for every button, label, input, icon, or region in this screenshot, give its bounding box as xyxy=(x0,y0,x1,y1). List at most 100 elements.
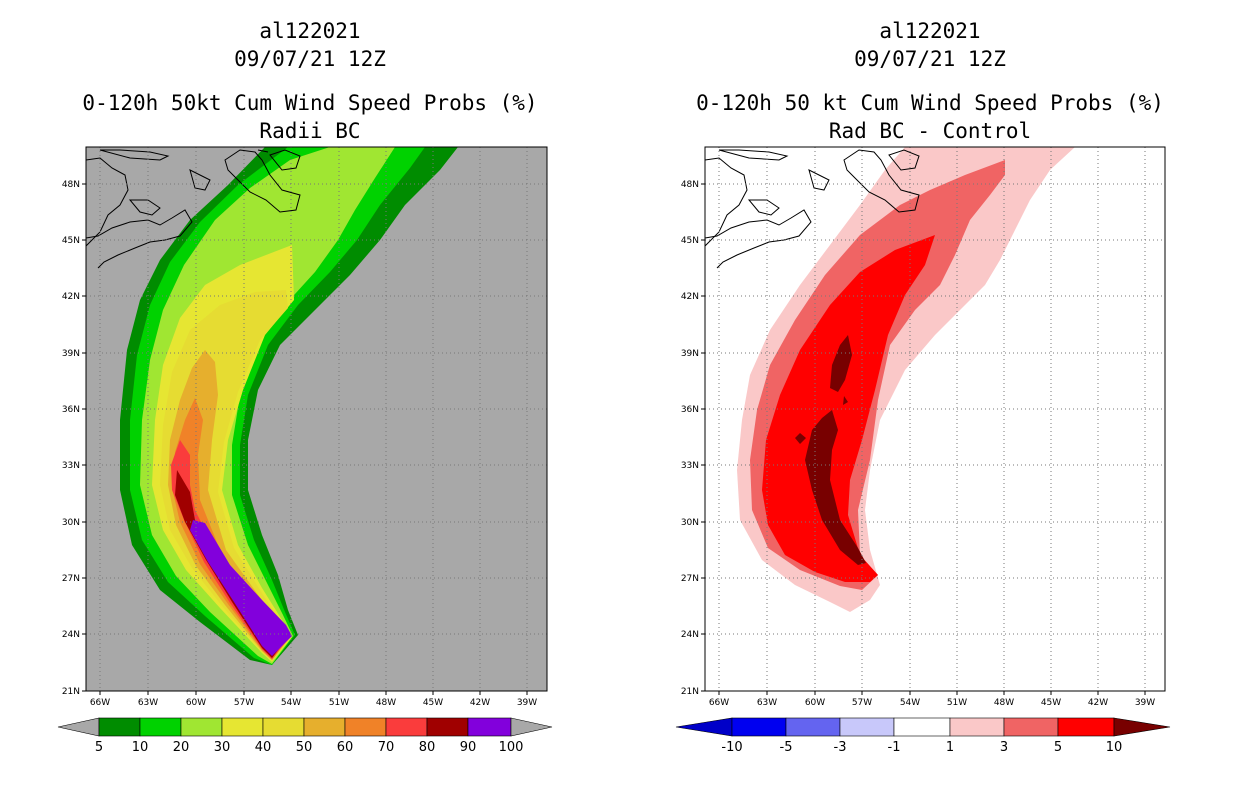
left-colorbar-label: 10 xyxy=(132,740,149,755)
left-colorbar-swatch xyxy=(344,717,387,737)
right-lon-label: 57W xyxy=(852,698,872,708)
right-lon-label: 51W xyxy=(947,698,967,708)
right-lon-label: 54W xyxy=(900,698,920,708)
right-lat-label: 33N xyxy=(681,461,699,471)
right-lon-label: 63W xyxy=(757,698,777,708)
left-colorbar-high-arrow xyxy=(510,717,553,737)
left-colorbar-label: 5 xyxy=(95,740,103,755)
left-colorbar-swatch xyxy=(139,717,182,737)
right-colorbar-label: -10 xyxy=(721,740,742,755)
left-colorbar-swatch xyxy=(303,717,346,737)
left-lat-label: 42N xyxy=(62,292,80,302)
right-lon-label: 48W xyxy=(994,698,1014,708)
right-colorbar-swatch xyxy=(839,717,895,737)
right-lat-label: 48N xyxy=(681,180,699,190)
left-map: 66W 63W 60W 57W 54W 51W 48W 45W 42W 39W … xyxy=(57,146,553,755)
left-colorbar-label: 100 xyxy=(499,740,524,755)
right-colorbar-label: 10 xyxy=(1106,740,1123,755)
right-colorbar-low-arrow xyxy=(675,717,733,737)
left-colorbar-swatch xyxy=(467,717,512,737)
right-colorbar-label: 1 xyxy=(946,740,954,755)
left-colorbar-label: 60 xyxy=(337,740,354,755)
left-colorbar-label: 20 xyxy=(173,740,190,755)
right-lon-label: 45W xyxy=(1041,698,1061,708)
left-colorbar-swatch xyxy=(262,717,305,737)
left-lon-labels: 66W 63W 60W 57W 54W 51W 48W 45W 42W 39W xyxy=(90,698,537,708)
right-lat-label: 36N xyxy=(681,405,699,415)
right-colorbar-swatch xyxy=(949,717,1005,737)
right-difference-swath xyxy=(737,147,1075,612)
right-colorbar-swatch xyxy=(1003,717,1059,737)
left-title-line1: al122021 xyxy=(259,19,361,43)
left-lat-label: 48N xyxy=(62,180,80,190)
right-lat-label: 42N xyxy=(681,292,699,302)
left-lon-label: 54W xyxy=(281,698,301,708)
right-lat-label: 24N xyxy=(681,630,699,640)
left-coastline xyxy=(86,149,301,269)
left-colorbar-label: 80 xyxy=(419,740,436,755)
left-lon-label: 39W xyxy=(517,698,537,708)
left-colorbar-label: 40 xyxy=(255,740,272,755)
right-colorbar-label: -3 xyxy=(834,740,847,755)
left-lat-label: 27N xyxy=(62,574,80,584)
left-lat-label: 24N xyxy=(62,630,80,640)
right-lat-labels: 21N 24N 27N 30N 33N 36N 39N 42N 45N 48N xyxy=(681,180,699,697)
right-colorbar-labels: -10 -5 -3 -1 1 3 5 10 xyxy=(721,740,1122,755)
right-lon-label: 42W xyxy=(1088,698,1108,708)
left-lon-label: 63W xyxy=(138,698,158,708)
left-colorbar-label: 30 xyxy=(214,740,231,755)
left-lat-labels: 21N 24N 27N 30N 33N 36N 39N 42N 45N 48N xyxy=(62,180,80,697)
left-contour-90 xyxy=(190,520,292,656)
right-lon-label: 60W xyxy=(805,698,825,708)
left-colorbar-swatch xyxy=(180,717,223,737)
right-colorbar-swatch xyxy=(1057,717,1115,737)
left-lon-label: 57W xyxy=(234,698,254,708)
left-lon-label: 48W xyxy=(376,698,396,708)
right-lat-label: 39N xyxy=(681,349,699,359)
right-lat-label: 30N xyxy=(681,518,699,528)
right-title-line3: 0-120h 50 kt Cum Wind Speed Probs (%) xyxy=(696,91,1164,115)
right-map-frame xyxy=(704,146,1166,692)
right-colorbar-label: 5 xyxy=(1054,740,1062,755)
right-colorbar-swatch xyxy=(731,717,787,737)
right-lon-labels: 66W 63W 60W 57W 54W 51W 48W 45W 42W 39W xyxy=(709,698,1155,708)
right-title-line2: 09/07/21 12Z xyxy=(854,47,1006,71)
right-title-line1: al122021 xyxy=(879,19,981,43)
right-colorbar-swatch xyxy=(785,717,841,737)
right-coastline xyxy=(705,149,920,269)
right-tick-marks xyxy=(701,183,1146,695)
right-contour-10 xyxy=(795,335,866,565)
left-lat-label: 21N xyxy=(62,687,80,697)
left-probability-swath xyxy=(120,147,458,665)
right-colorbar-label: -5 xyxy=(780,740,793,755)
left-colorbar-swatch xyxy=(221,717,264,737)
right-colorbar xyxy=(675,717,1171,737)
left-lon-label: 45W xyxy=(423,698,443,708)
right-colorbar-high-arrow xyxy=(1113,717,1171,737)
right-lat-label: 45N xyxy=(681,236,699,246)
left-grid xyxy=(86,147,547,691)
left-colorbar-label: 90 xyxy=(460,740,477,755)
left-lat-label: 33N xyxy=(62,461,80,471)
right-grid xyxy=(705,147,1165,691)
right-contour-5 xyxy=(762,235,935,582)
right-colorbar-swatch xyxy=(893,717,951,737)
right-lon-label: 39W xyxy=(1135,698,1155,708)
left-lat-label: 30N xyxy=(62,518,80,528)
left-colorbar-low-arrow xyxy=(57,717,100,737)
left-colorbar-swatch xyxy=(385,717,428,737)
left-lon-label: 66W xyxy=(90,698,110,708)
left-title-line4: Radii BC xyxy=(259,119,361,143)
right-colorbar-label: 3 xyxy=(1000,740,1008,755)
left-colorbar-swatch xyxy=(98,717,141,737)
left-colorbar-label: 70 xyxy=(378,740,395,755)
left-tick-marks xyxy=(82,183,528,695)
left-lat-label: 36N xyxy=(62,405,80,415)
left-lat-label: 45N xyxy=(62,236,80,246)
right-colorbar-label: -1 xyxy=(888,740,901,755)
right-lon-label: 66W xyxy=(709,698,729,708)
left-colorbar-swatch xyxy=(426,717,469,737)
left-title-line2: 09/07/21 12Z xyxy=(234,47,386,71)
left-colorbar-label: 50 xyxy=(296,740,313,755)
